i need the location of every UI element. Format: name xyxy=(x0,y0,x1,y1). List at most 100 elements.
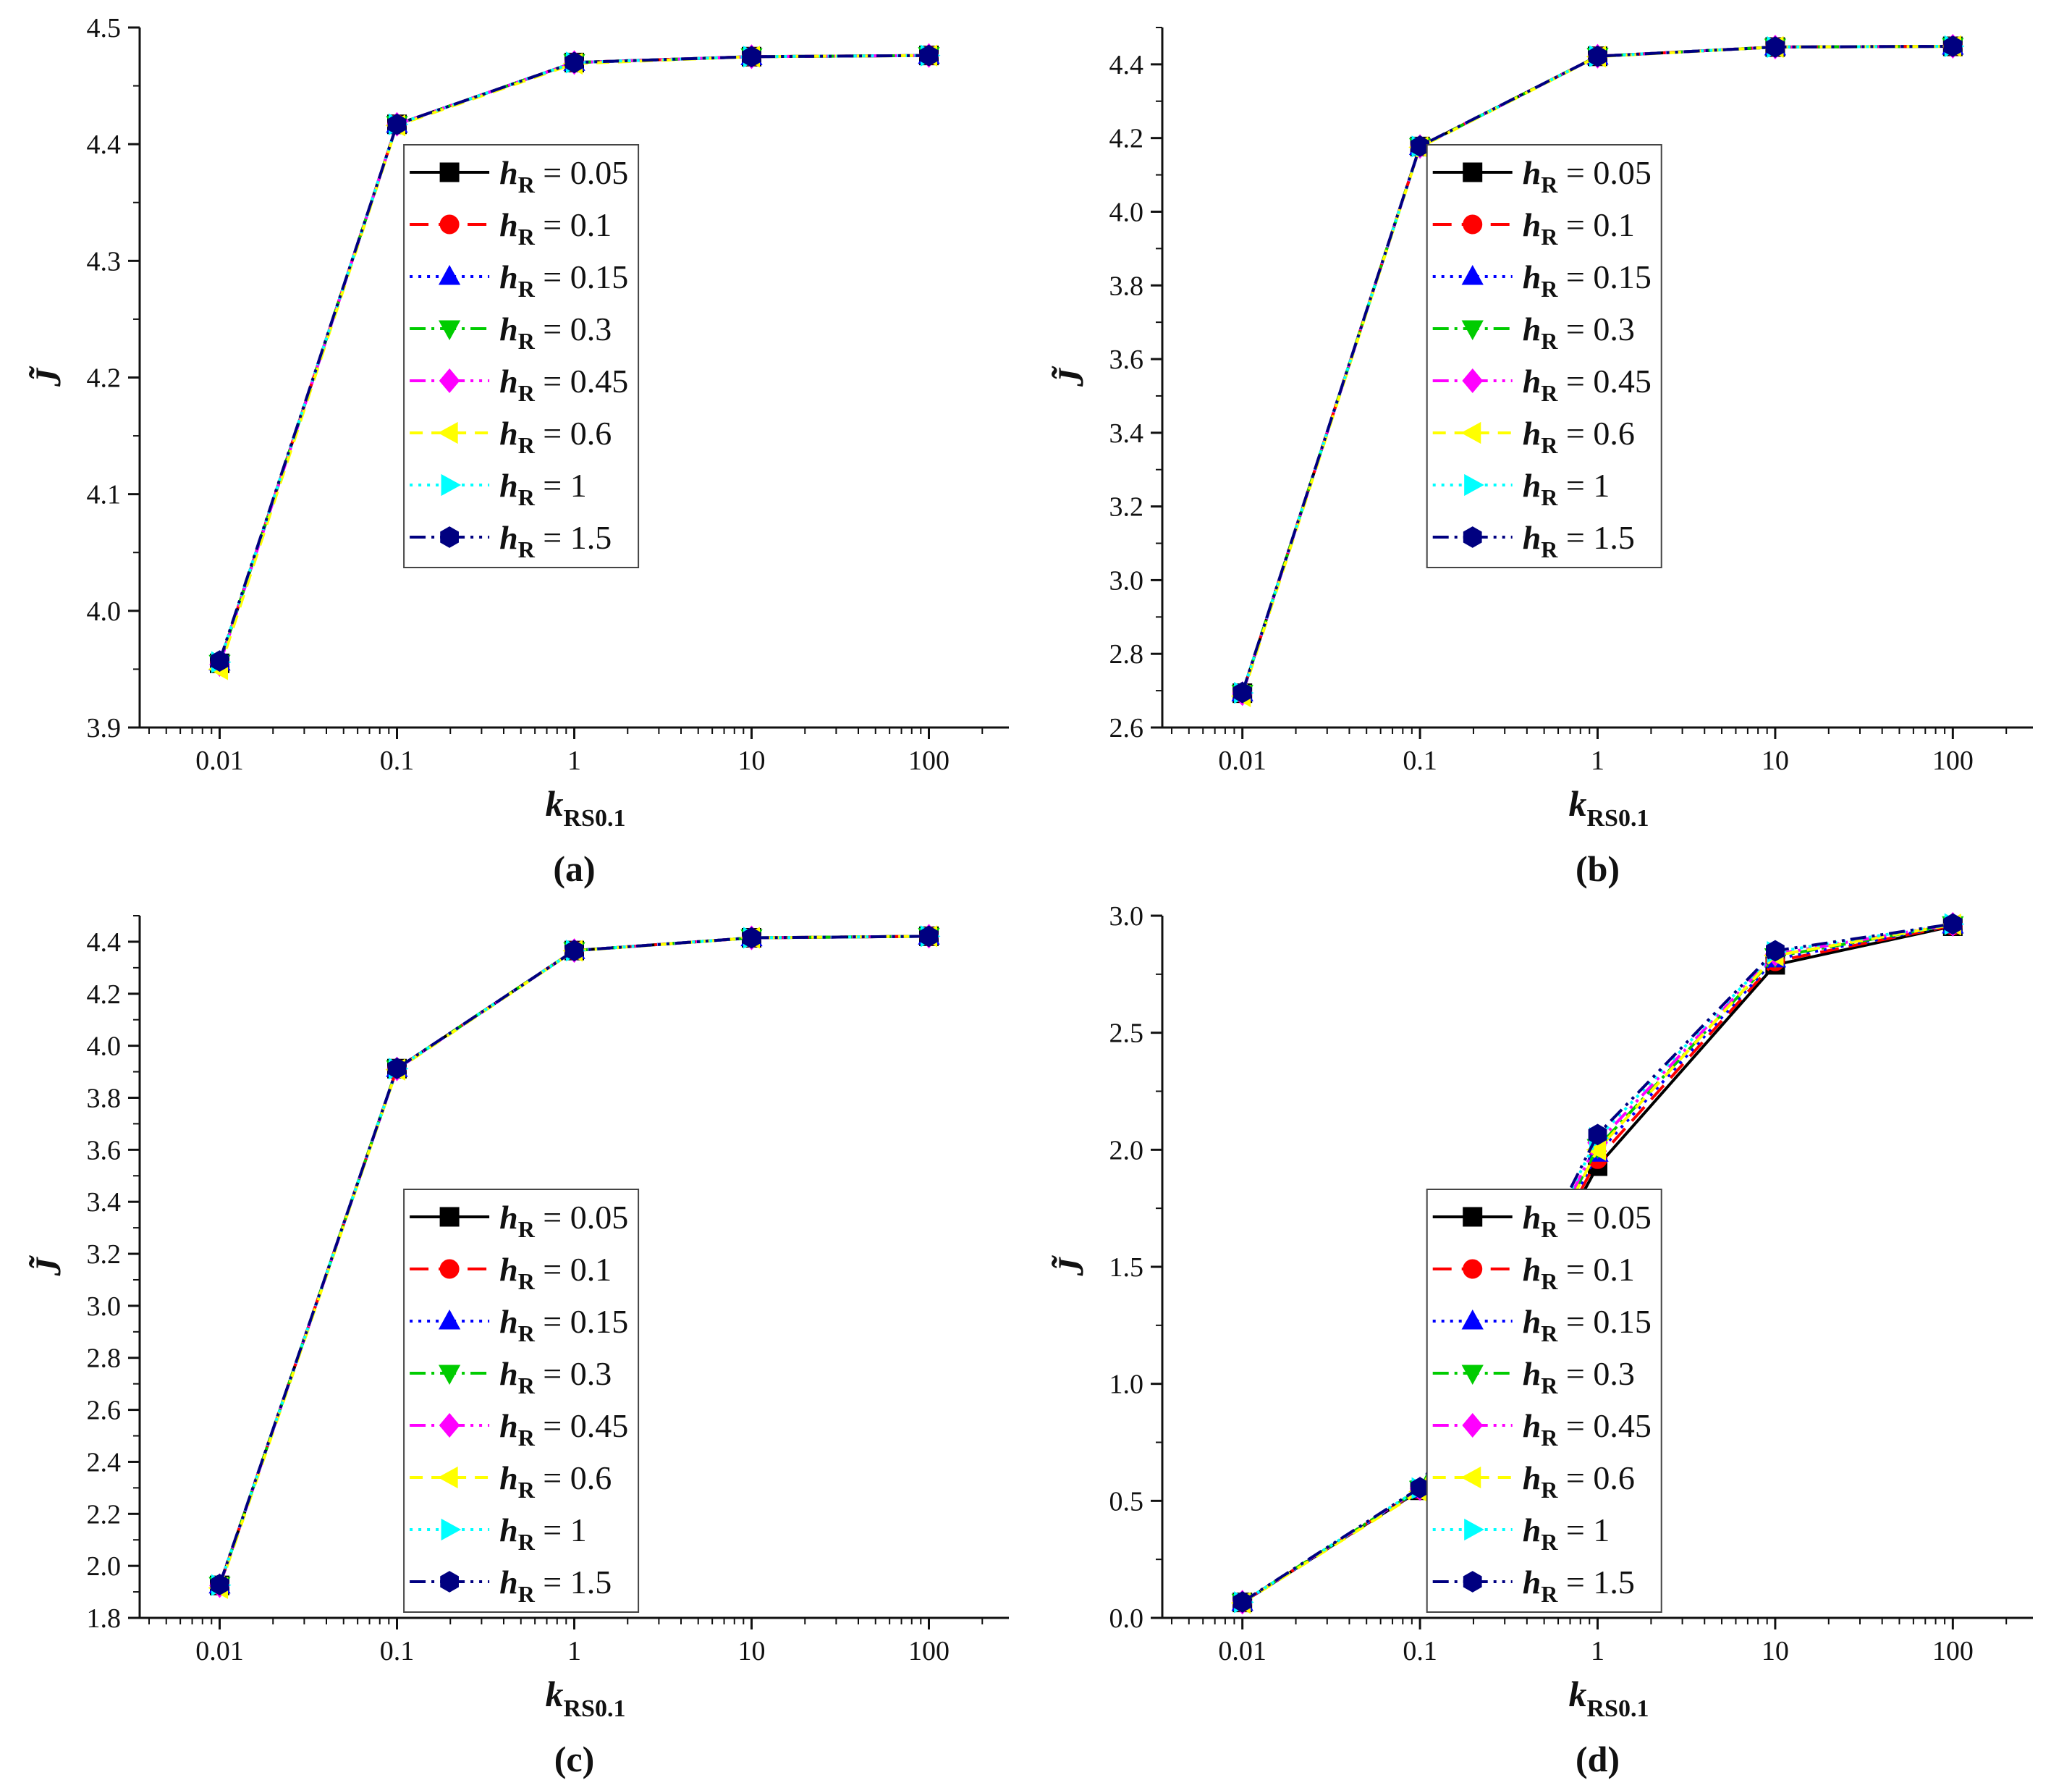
legend-subscript: R xyxy=(518,1425,536,1451)
legend-value: = 0.1 xyxy=(1557,206,1634,243)
legend-value: = 0.15 xyxy=(535,258,628,295)
legend-item: hR = 0.15 xyxy=(1432,1303,1652,1346)
legend-label: hR = 0.15 xyxy=(499,258,628,302)
y-tick-label: 4.2 xyxy=(87,363,122,394)
legend-symbol: h xyxy=(1523,1355,1542,1392)
legend-subscript: R xyxy=(1541,328,1558,354)
legend-subscript: R xyxy=(518,484,536,510)
chart-panel-4: 0.0 0.5 1.0 1.5 2.0 2.5 3.0 0.01 0.1 1 10 100 kRS0.1… xyxy=(1050,901,2033,1779)
series-line xyxy=(218,935,929,1585)
legend-swatch-marker xyxy=(439,1259,460,1279)
legend-item: hR = 0.3 xyxy=(1432,311,1635,354)
legend-value: = 1 xyxy=(535,467,587,504)
y-tick-label: 3.0 xyxy=(87,1291,122,1322)
y-tick-label: 3.4 xyxy=(87,1187,122,1218)
y-tick-label: 0.0 xyxy=(1109,1603,1144,1634)
legend-subscript: R xyxy=(1541,1372,1558,1399)
legend-subscript: R xyxy=(1541,1268,1558,1294)
y-tick-label: 3.6 xyxy=(87,1135,122,1165)
legend-label: hR = 0.45 xyxy=(1523,1407,1652,1451)
legend-label: hR = 0.3 xyxy=(499,1355,612,1399)
y-tick-label: 2.0 xyxy=(1109,1135,1144,1165)
legend-subscript: R xyxy=(518,432,536,458)
x-axis-label-subscript: RS0.1 xyxy=(1587,805,1649,832)
legend-value: = 0.45 xyxy=(535,1407,628,1444)
legend-subscript: R xyxy=(1541,484,1558,510)
y-tick-label: 4.3 xyxy=(87,246,122,277)
chart-panel-3: 1.8 2.0 2.2 2.4 2.6 2.8 3.0 3.2 3.4 3.6 3.8 4.0 4.2 4… xyxy=(28,915,1009,1779)
legend-label: hR = 0.1 xyxy=(499,1251,612,1294)
legend-swatch-marker xyxy=(1462,1412,1484,1438)
x-axis-label-main: k xyxy=(546,783,564,824)
data-point xyxy=(1232,681,1252,704)
x-tick-label: 10 xyxy=(1762,746,1789,776)
x-axis-label-main: k xyxy=(546,1674,564,1714)
legend-label: hR = 1 xyxy=(1523,467,1610,510)
x-tick-label: 1 xyxy=(567,1636,581,1666)
legend-symbol: h xyxy=(1523,206,1542,243)
legend-label: hR = 0.45 xyxy=(1523,363,1652,406)
legend-label: hR = 0.15 xyxy=(1523,1303,1652,1346)
y-tick-label: 4.2 xyxy=(87,979,122,1010)
legend-symbol: h xyxy=(499,519,518,556)
legend-swatch-marker xyxy=(440,526,459,548)
x-tick-label: 1 xyxy=(567,746,581,776)
y-tick-label: 2.4 xyxy=(87,1447,122,1477)
data-point xyxy=(1588,1123,1607,1146)
legend-subscript: R xyxy=(518,1372,536,1399)
x-tick-label: 0.01 xyxy=(195,1636,244,1666)
legend-item: hR = 0.05 xyxy=(410,154,628,198)
legend-swatch-marker xyxy=(1461,265,1484,285)
legend-swatch-marker xyxy=(439,1207,460,1227)
y-tick-label: 3.2 xyxy=(87,1239,122,1270)
legend-value: = 0.3 xyxy=(1557,311,1634,347)
x-tick-label: 100 xyxy=(908,746,950,776)
data-point xyxy=(1232,1591,1252,1613)
y-tick-label: 4.4 xyxy=(87,927,122,958)
legend-swatch-marker xyxy=(1463,1207,1483,1227)
legend-symbol: h xyxy=(1523,363,1542,400)
legend-subscript: R xyxy=(518,276,536,302)
x-tick-label: 0.1 xyxy=(380,746,415,776)
legend-item: hR = 0.6 xyxy=(410,1459,612,1503)
data-point xyxy=(919,44,939,67)
legend-label: hR = 0.3 xyxy=(1523,311,1635,354)
legend-item: hR = 0.6 xyxy=(1432,1459,1635,1503)
x-tick-label: 0.1 xyxy=(1403,746,1437,776)
legend-item: hR = 0.15 xyxy=(410,1303,628,1346)
legend-item: hR = 0.3 xyxy=(410,1355,612,1399)
legend-swatch-marker xyxy=(1462,368,1484,394)
legend-symbol: h xyxy=(499,1303,518,1340)
data-point xyxy=(564,940,584,962)
legend-subscript: R xyxy=(1541,1477,1558,1503)
data-point xyxy=(210,1574,229,1595)
legend-item: hR = 0.1 xyxy=(1432,1251,1635,1294)
legend-subscript: R xyxy=(518,380,536,406)
x-axis-label-main: k xyxy=(1569,1674,1587,1714)
legend-subscript: R xyxy=(1541,224,1558,250)
legend-item: hR = 1 xyxy=(1432,467,1610,510)
data-point xyxy=(1943,35,1963,57)
legend-label: hR = 0.1 xyxy=(499,206,612,250)
legend-item: hR = 0.1 xyxy=(410,1251,612,1294)
legend-subscript: R xyxy=(518,536,536,562)
legend-value: = 1.5 xyxy=(1557,1564,1634,1601)
legend-subscript: R xyxy=(518,1581,536,1607)
legend-label: hR = 1 xyxy=(499,467,587,510)
legend-symbol: h xyxy=(1523,258,1542,295)
legend-symbol: h xyxy=(1523,1199,1542,1236)
panel-label: (a) xyxy=(553,848,595,889)
x-tick-label: 0.1 xyxy=(1403,1636,1437,1666)
legend-label: hR = 0.6 xyxy=(499,1459,612,1503)
x-tick-label: 1 xyxy=(1591,1636,1604,1666)
legend-symbol: h xyxy=(499,1511,518,1548)
legend-label: hR = 0.45 xyxy=(499,363,628,406)
legend-label: hR = 0.05 xyxy=(1523,1199,1652,1242)
legend-label: hR = 1.5 xyxy=(499,1564,612,1607)
y-tick-label: 2.2 xyxy=(87,1499,122,1530)
legend-item: hR = 0.3 xyxy=(410,311,612,354)
legend-symbol: h xyxy=(499,258,518,295)
data-point xyxy=(742,46,761,68)
